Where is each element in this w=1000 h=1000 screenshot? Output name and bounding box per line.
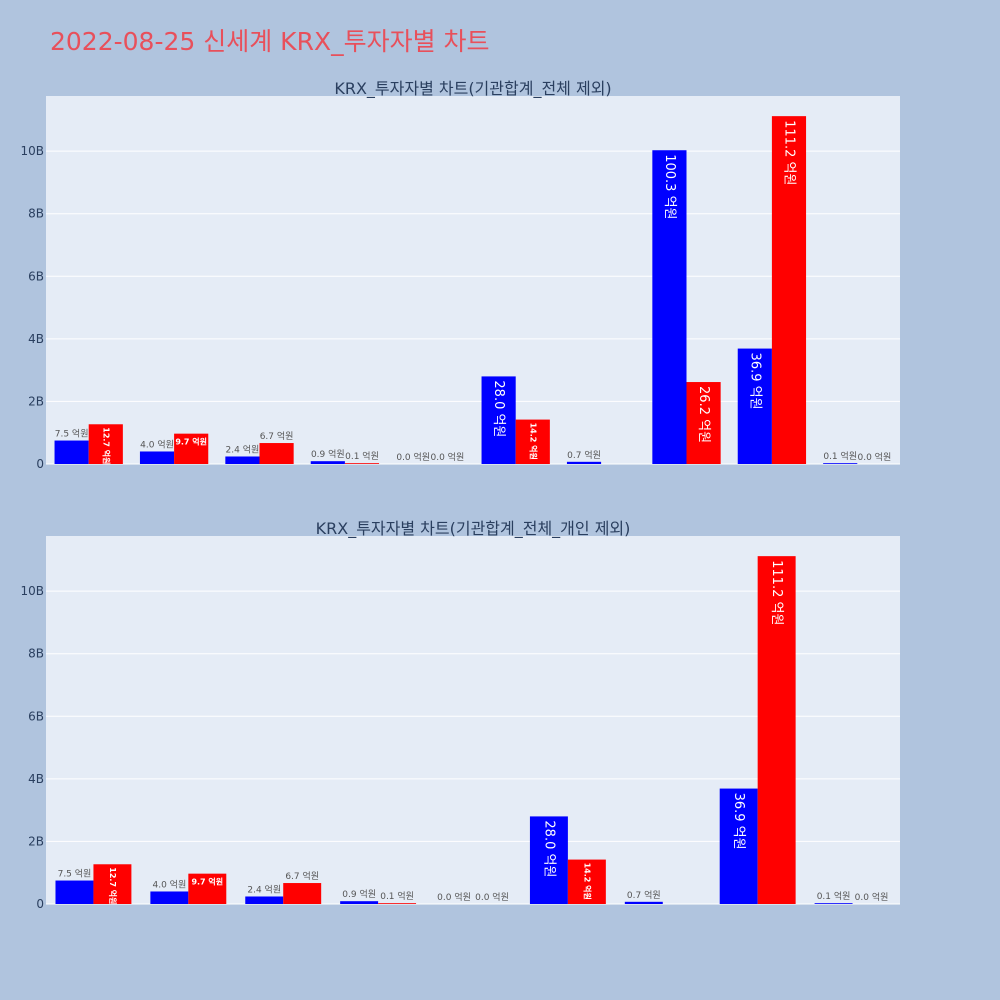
data-label: 7.5 억원	[55, 428, 89, 440]
bar	[259, 443, 294, 464]
data-label: 0.0 억원	[855, 891, 889, 903]
data-label: 36.9 억원	[731, 793, 746, 850]
data-label: 7.5 억원	[58, 868, 92, 880]
data-label: 4.0 억원	[140, 438, 174, 450]
data-label: 0.9 억원	[342, 888, 376, 900]
data-label: 14.2 억원	[528, 423, 538, 460]
data-label: 6.7 억원	[285, 870, 319, 882]
data-label: 28.0 억원	[491, 380, 506, 437]
data-label: 26.2 억원	[696, 386, 711, 443]
data-label: 0.0 억원	[475, 891, 509, 903]
data-label: 12.7 억원	[101, 427, 111, 464]
bar	[686, 382, 721, 464]
data-label: 2.4 억원	[247, 883, 281, 895]
bar	[54, 440, 89, 464]
bar	[567, 859, 606, 904]
bar	[529, 816, 568, 904]
data-label: 0.7 억원	[627, 889, 661, 901]
chart-all-investors: KRX_투자자별 차트(기관합계_전체 제외)02B4B6B8B10B금융투자7…	[20, 79, 900, 470]
bar	[225, 456, 260, 464]
bar	[737, 348, 772, 464]
data-label: 6.7 억원	[260, 430, 294, 442]
bar	[150, 891, 189, 904]
chart-excluding-individuals: KRX_투자자별 차트(기관합계_전체_개인 제외)02B4B6B8B10B금융…	[20, 519, 900, 910]
bar	[88, 424, 123, 464]
bar	[188, 873, 227, 904]
bar	[310, 461, 345, 464]
bar	[139, 451, 175, 464]
data-label: 9.7 억원	[191, 877, 223, 887]
bar	[174, 433, 209, 464]
bar	[515, 419, 550, 464]
bar	[719, 788, 758, 904]
bar	[771, 116, 807, 464]
data-label: 28.0 억원	[541, 820, 556, 877]
y-tick-label: 4B	[28, 332, 44, 346]
data-label: 0.0 억원	[431, 451, 465, 463]
bar	[55, 880, 94, 904]
bar	[245, 896, 284, 904]
bar	[652, 150, 687, 464]
chart-title: KRX_투자자별 차트(기관합계_전체 제외)	[334, 79, 611, 99]
y-tick-label: 0	[36, 457, 44, 470]
data-label: 0.1 억원	[823, 450, 857, 462]
data-label: 0.0 억원	[858, 451, 892, 463]
y-tick-label: 0	[36, 897, 44, 910]
bar	[283, 883, 322, 904]
data-label: 0.1 억원	[817, 890, 851, 902]
y-tick-label: 2B	[28, 394, 44, 408]
data-label: 0.1 억원	[380, 890, 414, 902]
page-title: 2022-08-25 신세계 KRX_투자자별 차트	[50, 27, 490, 56]
data-label: 100.3 억원	[662, 154, 677, 219]
data-label: 111.2 억원	[769, 560, 784, 625]
y-tick-label: 10B	[20, 144, 44, 158]
data-label: 14.2 억원	[582, 863, 592, 900]
data-label: 9.7 억원	[175, 437, 207, 447]
data-label: 0.0 억원	[437, 891, 471, 903]
y-tick-label: 4B	[28, 772, 44, 786]
data-label: 2.4 억원	[226, 443, 260, 455]
data-label: 4.0 억원	[152, 878, 186, 890]
data-label: 0.9 억원	[311, 448, 345, 460]
bar	[566, 461, 602, 464]
bar	[344, 463, 380, 464]
chart-title: KRX_투자자별 차트(기관합계_전체_개인 제외)	[316, 519, 631, 539]
bar	[378, 903, 417, 904]
bar	[814, 903, 853, 904]
bar	[340, 901, 379, 904]
y-tick-label: 6B	[28, 269, 44, 283]
bar	[481, 376, 516, 464]
data-label: 0.7 억원	[567, 449, 601, 461]
data-label: 36.9 억원	[747, 353, 762, 410]
y-tick-label: 2B	[28, 834, 44, 848]
y-tick-label: 6B	[28, 709, 44, 723]
bar	[757, 556, 796, 904]
data-label: 111.2 억원	[781, 120, 796, 185]
data-label: 0.0 억원	[396, 451, 430, 463]
bar	[93, 864, 132, 904]
bar	[624, 901, 663, 904]
data-label: 12.7 억원	[108, 867, 118, 904]
y-tick-label: 8B	[28, 207, 44, 221]
y-tick-label: 10B	[20, 584, 44, 598]
y-tick-label: 8B	[28, 647, 44, 661]
bar	[823, 463, 858, 464]
data-label: 0.1 억원	[345, 450, 379, 462]
